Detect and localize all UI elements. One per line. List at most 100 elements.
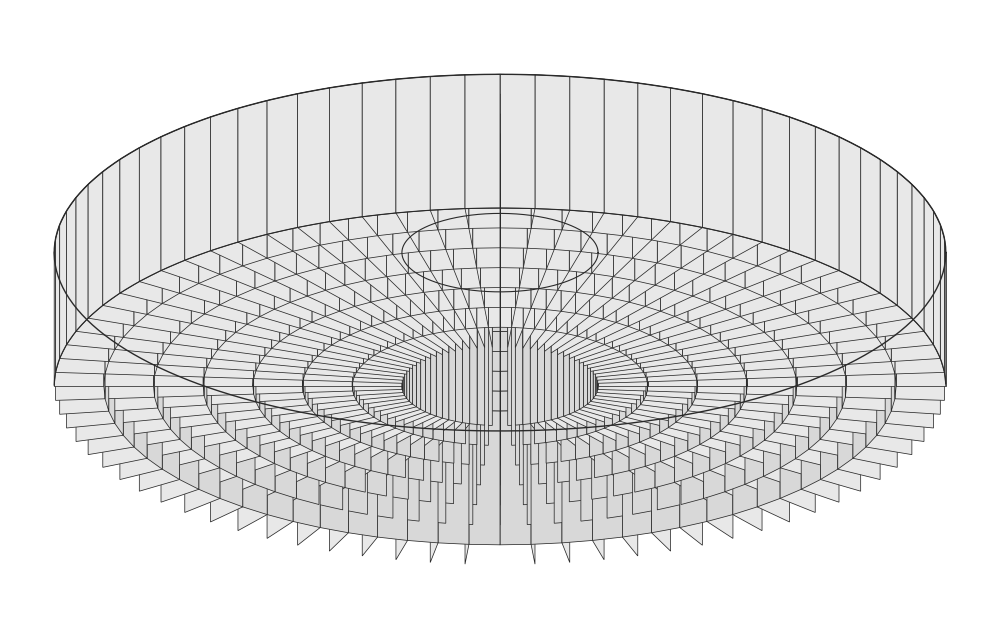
Polygon shape (681, 118, 707, 268)
Polygon shape (500, 371, 527, 391)
Polygon shape (534, 309, 546, 444)
Polygon shape (305, 240, 354, 377)
Polygon shape (554, 96, 562, 249)
Polygon shape (220, 132, 243, 274)
Polygon shape (332, 212, 374, 355)
Polygon shape (644, 234, 692, 373)
Polygon shape (203, 252, 253, 387)
Polygon shape (697, 252, 747, 260)
Polygon shape (275, 358, 296, 498)
Polygon shape (180, 199, 226, 341)
Polygon shape (180, 150, 199, 293)
Polygon shape (431, 137, 442, 290)
Polygon shape (562, 96, 592, 233)
Polygon shape (581, 118, 607, 254)
Polygon shape (891, 265, 944, 281)
Polygon shape (680, 394, 702, 545)
Polygon shape (577, 300, 587, 437)
Polygon shape (745, 141, 780, 288)
Polygon shape (546, 307, 557, 443)
Polygon shape (312, 317, 325, 456)
Polygon shape (260, 311, 312, 330)
Polygon shape (154, 252, 204, 263)
Polygon shape (237, 330, 274, 476)
Polygon shape (260, 271, 312, 283)
Polygon shape (842, 228, 891, 365)
Polygon shape (319, 134, 345, 285)
Polygon shape (388, 323, 424, 344)
Polygon shape (446, 114, 473, 249)
Polygon shape (374, 218, 421, 232)
Polygon shape (280, 201, 332, 217)
Polygon shape (465, 411, 469, 564)
Polygon shape (220, 323, 260, 468)
Polygon shape (820, 148, 861, 293)
Polygon shape (655, 354, 681, 505)
Polygon shape (254, 245, 303, 380)
Polygon shape (801, 150, 820, 293)
Polygon shape (660, 194, 711, 212)
Polygon shape (650, 299, 660, 438)
Polygon shape (519, 350, 539, 485)
Polygon shape (676, 208, 728, 222)
Polygon shape (485, 291, 492, 426)
Polygon shape (564, 281, 569, 416)
Polygon shape (237, 155, 255, 296)
Polygon shape (413, 284, 449, 303)
Polygon shape (397, 185, 423, 336)
Polygon shape (796, 242, 846, 252)
Polygon shape (155, 242, 204, 377)
Polygon shape (290, 323, 325, 470)
Polygon shape (134, 181, 147, 326)
Polygon shape (763, 163, 780, 305)
Polygon shape (477, 351, 500, 371)
Polygon shape (205, 314, 260, 334)
Polygon shape (726, 330, 763, 476)
Polygon shape (569, 211, 612, 227)
Polygon shape (290, 162, 307, 302)
Polygon shape (647, 258, 697, 392)
Polygon shape (345, 151, 371, 302)
Polygon shape (115, 204, 170, 220)
Polygon shape (593, 235, 641, 374)
Polygon shape (199, 141, 220, 284)
Polygon shape (386, 362, 408, 499)
Polygon shape (837, 285, 885, 424)
Polygon shape (393, 366, 408, 518)
Polygon shape (700, 194, 711, 335)
Polygon shape (595, 161, 612, 298)
Polygon shape (515, 330, 531, 465)
Polygon shape (546, 330, 558, 482)
Polygon shape (325, 178, 372, 197)
Polygon shape (454, 176, 466, 329)
Polygon shape (204, 260, 254, 396)
Polygon shape (757, 117, 790, 266)
Polygon shape (763, 150, 801, 296)
Polygon shape (103, 172, 147, 314)
Polygon shape (343, 376, 367, 514)
Polygon shape (782, 216, 789, 358)
Polygon shape (647, 247, 697, 252)
Polygon shape (557, 180, 590, 200)
Polygon shape (158, 271, 211, 285)
Polygon shape (512, 311, 523, 445)
Polygon shape (60, 225, 109, 362)
Polygon shape (500, 154, 519, 288)
Polygon shape (704, 358, 757, 381)
Polygon shape (203, 243, 254, 252)
Polygon shape (272, 215, 318, 356)
Polygon shape (226, 199, 236, 341)
Polygon shape (348, 381, 367, 533)
Polygon shape (220, 163, 237, 305)
Polygon shape (830, 295, 877, 435)
Polygon shape (355, 332, 371, 471)
Polygon shape (324, 288, 332, 427)
Polygon shape (488, 312, 500, 445)
Polygon shape (885, 277, 940, 294)
Polygon shape (747, 252, 797, 387)
Polygon shape (424, 178, 439, 313)
Polygon shape (220, 141, 255, 288)
Polygon shape (461, 350, 481, 485)
Polygon shape (557, 305, 590, 326)
Polygon shape (289, 194, 340, 212)
